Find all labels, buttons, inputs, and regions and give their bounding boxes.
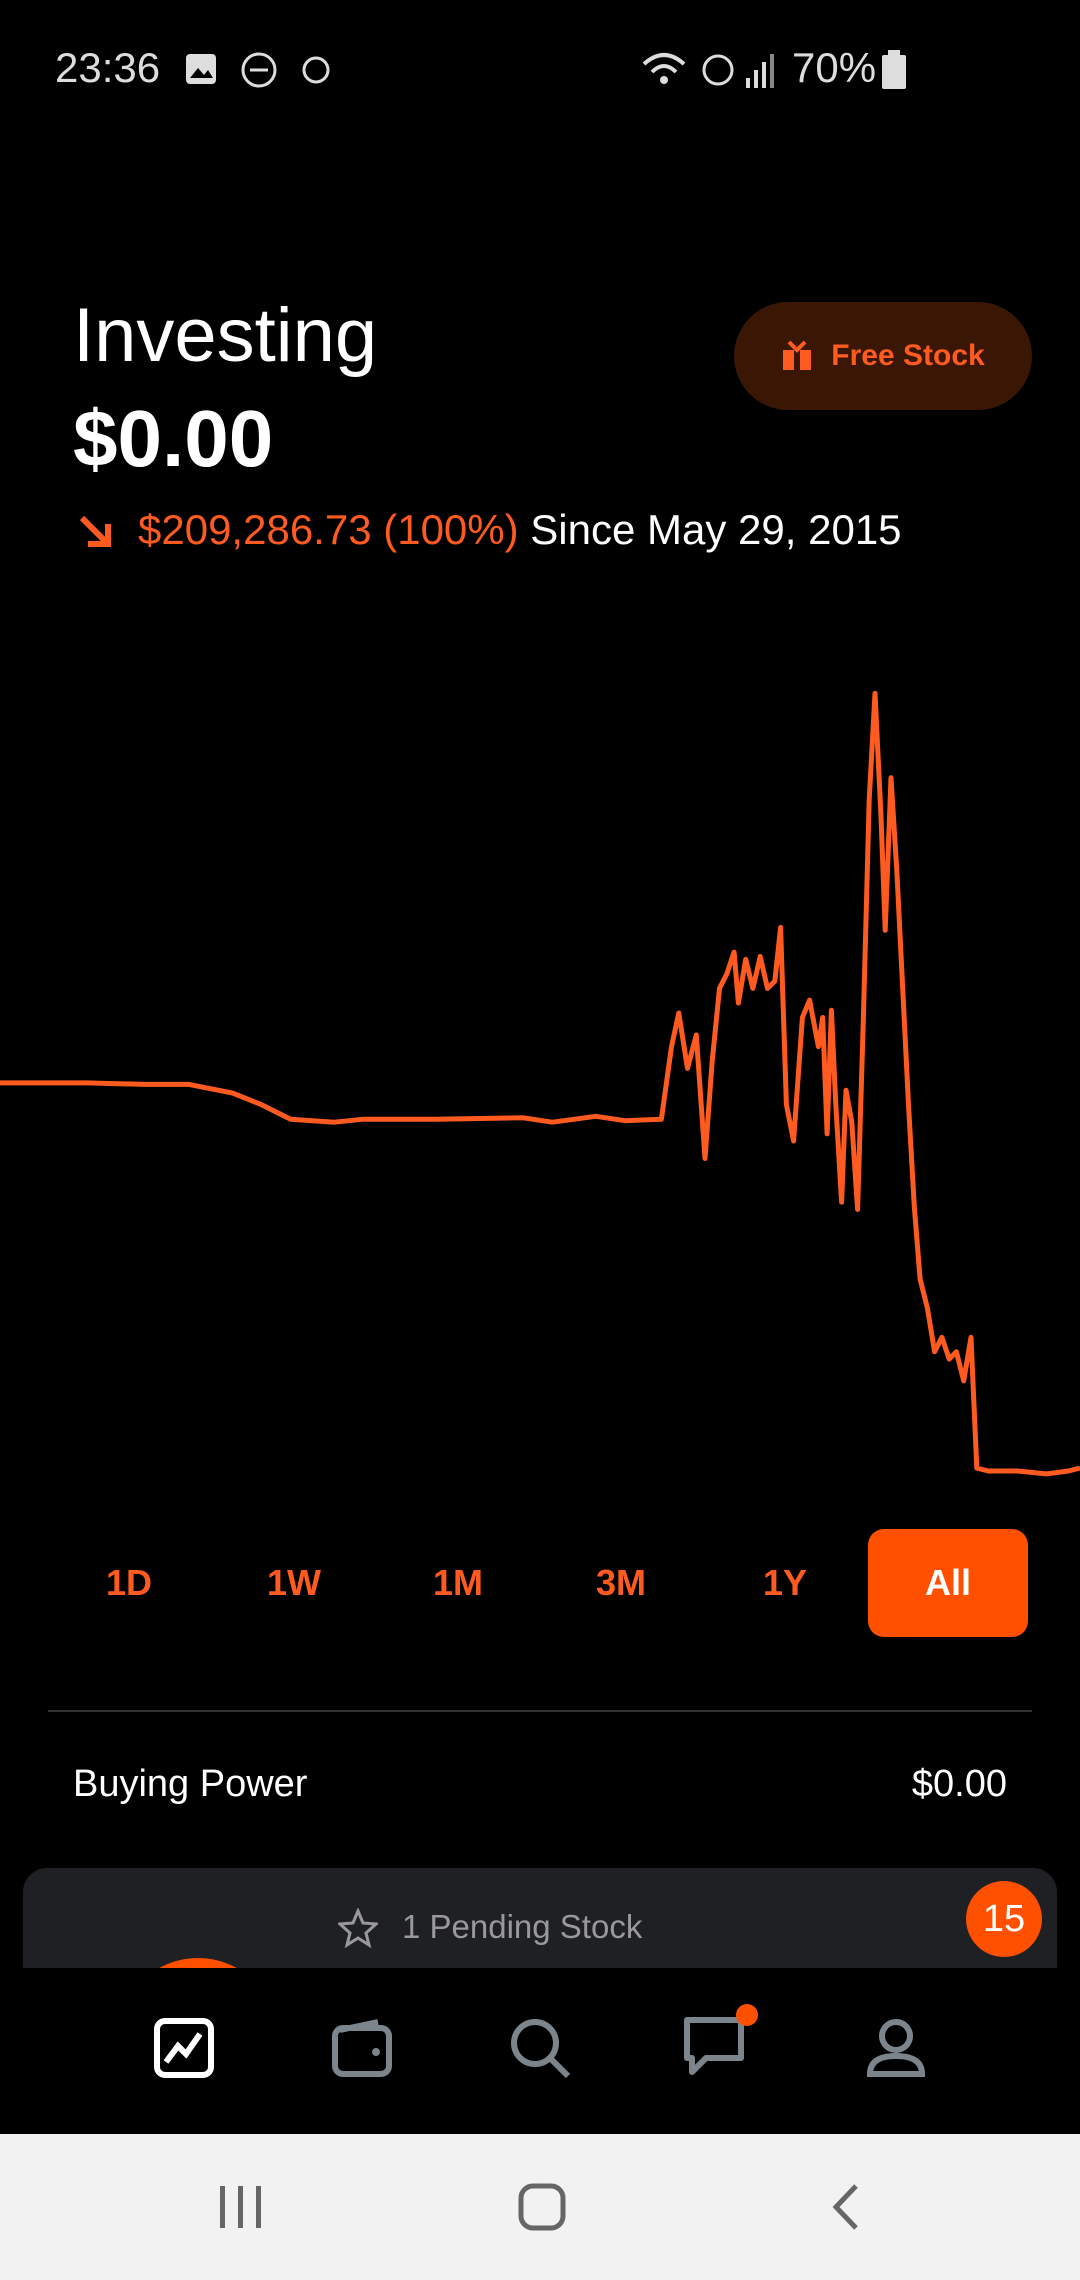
change-amount: $209,286.73 (100%) [138,506,519,553]
status-battery: 70% [792,44,877,91]
pending-badge: 15 [966,1881,1042,1957]
status-signal [642,53,774,88]
card-avatar [118,1958,278,1968]
page-title: Investing [73,293,378,378]
back-button[interactable] [826,2182,866,2232]
pending-card[interactable] [23,1868,1057,1968]
battery-icon [882,50,906,89]
divider [48,1710,1032,1712]
buying-power-label[interactable]: Buying Power [73,1763,308,1805]
nav-account[interactable] [864,2016,928,2080]
period-button[interactable]: 3M [595,1562,646,1603]
nav-wallet[interactable] [332,2018,392,2078]
nav-investing[interactable] [154,2018,214,2078]
since-date: Since May 29, 2015 [530,506,902,553]
free-stock-label: Free Stock [831,339,985,372]
home-button[interactable] [517,2182,567,2232]
period-button[interactable]: 1M [432,1562,483,1603]
period-button[interactable]: All [868,1529,1028,1637]
change-row: $209,286.73 (100%) Since May 29, 2015 [138,506,902,554]
gift-icon [783,340,812,370]
nav-messages[interactable] [684,2002,764,2078]
down-arrow-icon [79,515,111,547]
system-nav [0,2134,1080,2280]
pending-text: 1 Pending Stock [402,1908,643,1945]
period-button[interactable]: 1D [105,1562,153,1603]
portfolio-line [0,690,1080,1477]
portfolio-chart [0,690,1080,1477]
status-time: 23:36 [55,44,161,91]
star-icon [338,1908,378,1948]
bottom-nav [0,1968,1080,2134]
balance: $0.00 [73,394,274,483]
status-icons [186,52,330,88]
free-stock-button[interactable]: Free Stock [734,302,1032,410]
period-button[interactable]: 1Y [762,1562,808,1603]
recents-button[interactable] [216,2182,266,2232]
nav-search[interactable] [508,2016,572,2080]
period-button[interactable]: 1W [267,1562,321,1603]
buying-power-value: $0.00 [911,1763,1007,1805]
